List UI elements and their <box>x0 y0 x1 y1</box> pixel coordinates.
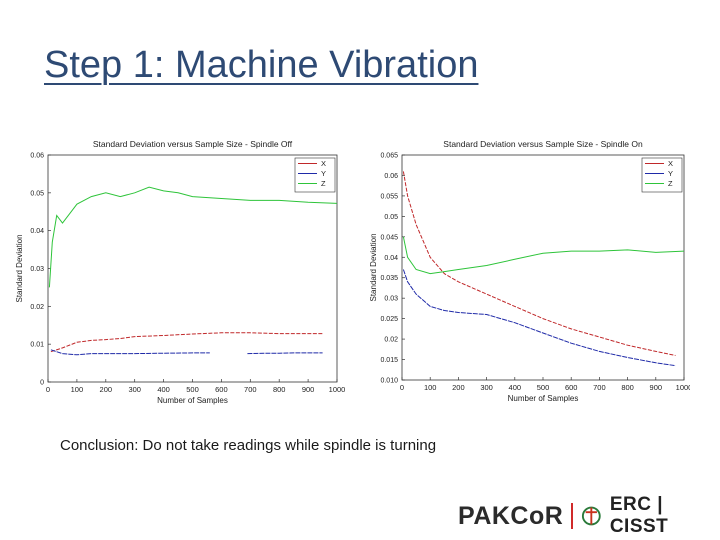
on-xtick-label: 1000 <box>676 383 690 392</box>
logo-erc-text: ERC | CISST <box>609 494 669 537</box>
off-ytick-label: 0 <box>40 380 44 387</box>
off-series-y-line <box>50 349 210 356</box>
on-xtick-label: 200 <box>452 383 465 392</box>
off-xtick-label: 700 <box>244 385 257 394</box>
off-ylabel: Standard Deviation <box>15 234 24 302</box>
off-series-x-line <box>50 332 323 353</box>
on-legend-label-z: Z <box>668 179 673 188</box>
on-ytick-label: 0.05 <box>384 214 398 221</box>
off-xtick-label: 900 <box>302 385 315 394</box>
off-xtick-label: 300 <box>128 385 141 394</box>
on-xtick-label: 700 <box>593 383 606 392</box>
on-xtick-label: 800 <box>621 383 634 392</box>
on-title: Standard Deviation versus Sample Size - … <box>443 139 643 149</box>
on-xtick-label: 300 <box>480 383 493 392</box>
off-xtick-label: 500 <box>186 385 199 394</box>
on-ytick-label: 0.035 <box>380 275 398 282</box>
off-xtick-label: 0 <box>46 385 50 394</box>
off-legend-label-z: Z <box>321 179 326 188</box>
on-ytick-label: 0.04 <box>384 255 398 262</box>
off-xtick-label: 400 <box>157 385 170 394</box>
off-xtick-label: 200 <box>100 385 113 394</box>
off-ytick-label: 0.04 <box>30 228 44 235</box>
on-ytick-label: 0.03 <box>384 296 398 303</box>
chart-spindle-off: Standard Deviation versus Sample Size - … <box>10 135 350 410</box>
on-xtick-label: 900 <box>650 383 663 392</box>
on-xtick-label: 100 <box>424 383 437 392</box>
on-xtick-label: 500 <box>537 383 550 392</box>
on-ytick-label: 0.045 <box>380 234 398 241</box>
off-xtick-label: 600 <box>215 385 228 394</box>
off-xtick-label: 100 <box>71 385 84 394</box>
on-legend-label-y: Y <box>668 169 673 178</box>
logo-separator <box>571 503 574 529</box>
chart-spindle-on: Standard Deviation versus Sample Size - … <box>360 135 690 410</box>
slide-title: Step 1: Machine Vibration <box>44 44 479 86</box>
off-xlabel: Number of Samples <box>157 396 228 405</box>
on-series-x-line <box>402 171 676 356</box>
on-xtick-label: 400 <box>509 383 522 392</box>
off-xtick-label: 1000 <box>329 385 346 394</box>
on-xtick-label: 600 <box>565 383 578 392</box>
logo-pakcor-text: PAKCoR <box>458 501 564 530</box>
off-xtick-label: 800 <box>273 385 286 394</box>
on-ytick-label: 0.06 <box>384 173 398 180</box>
off-ytick-label: 0.06 <box>30 153 44 160</box>
off-series-y2-line <box>247 352 323 355</box>
on-ytick-label: 0.025 <box>380 316 398 323</box>
emblem-icon <box>582 506 601 526</box>
on-ytick-label: 0.065 <box>380 153 398 160</box>
on-ytick-label: 0.055 <box>380 193 398 200</box>
off-legend-label-y: Y <box>321 169 326 178</box>
logo: PAKCoR ERC | CISST <box>458 494 720 538</box>
on-series-y-line <box>402 269 676 367</box>
on-xlabel: Number of Samples <box>508 394 579 403</box>
on-legend-label-x: X <box>668 159 673 168</box>
on-series-z-line <box>402 236 685 275</box>
on-xtick-label: 0 <box>400 383 404 392</box>
off-ytick-label: 0.02 <box>30 304 44 311</box>
off-plot-frame <box>47 154 338 383</box>
off-ytick-label: 0.05 <box>30 190 44 197</box>
on-ytick-label: 0.02 <box>384 337 398 344</box>
off-series-z-line <box>48 186 338 288</box>
off-title: Standard Deviation versus Sample Size - … <box>93 139 293 149</box>
off-legend-label-x: X <box>321 159 326 168</box>
on-ylabel: Standard Deviation <box>369 233 378 301</box>
conclusion-text: Conclusion: Do not take readings while s… <box>60 437 437 454</box>
off-ytick-label: 0.03 <box>30 266 44 273</box>
off-ytick-label: 0.01 <box>30 342 44 349</box>
on-ytick-label: 0.010 <box>380 378 398 385</box>
on-ytick-label: 0.015 <box>380 357 398 364</box>
